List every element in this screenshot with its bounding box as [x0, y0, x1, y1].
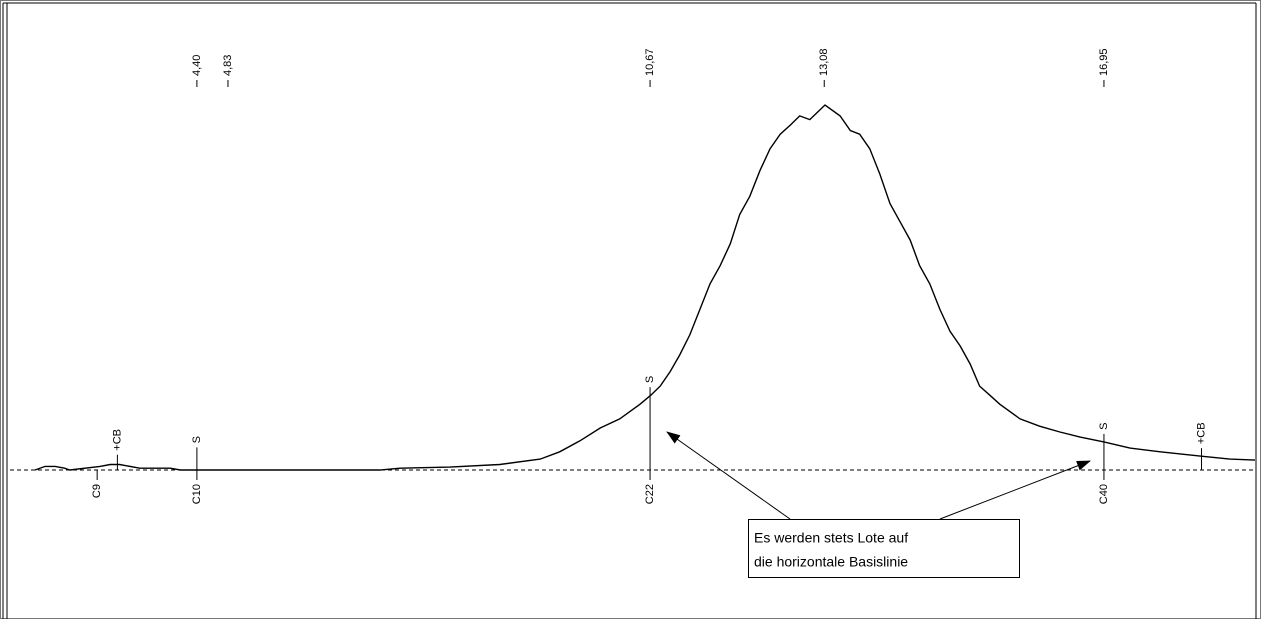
annotation-box: [748, 519, 1020, 578]
marker-label: S: [1098, 423, 1110, 430]
retention-label: 13,08: [818, 48, 830, 76]
marker-label: S: [191, 436, 203, 443]
peak-label: C9: [91, 484, 103, 498]
arrow: [666, 431, 791, 520]
peak-label: C40: [1098, 484, 1110, 504]
annotation-text: Es werden stets Lote auf: [754, 530, 908, 546]
marker-label: S: [644, 376, 656, 383]
retention-label: 16,95: [1098, 48, 1110, 76]
marker-label: +CB: [1195, 422, 1207, 444]
peak-label: C22: [644, 484, 656, 504]
retention-label: 4,83: [222, 55, 234, 76]
annotation: Es werden stets Lote auf die horizontale…: [666, 431, 1091, 578]
marker-label: +CB: [111, 429, 123, 451]
peak-label: C10: [191, 484, 203, 504]
arrow: [939, 460, 1091, 520]
annotation-text: die horizontale Basislinie: [754, 554, 908, 570]
trace: [34, 104, 1256, 471]
retention-label: 4,40: [191, 55, 203, 76]
retention-label: 10,67: [644, 48, 656, 76]
